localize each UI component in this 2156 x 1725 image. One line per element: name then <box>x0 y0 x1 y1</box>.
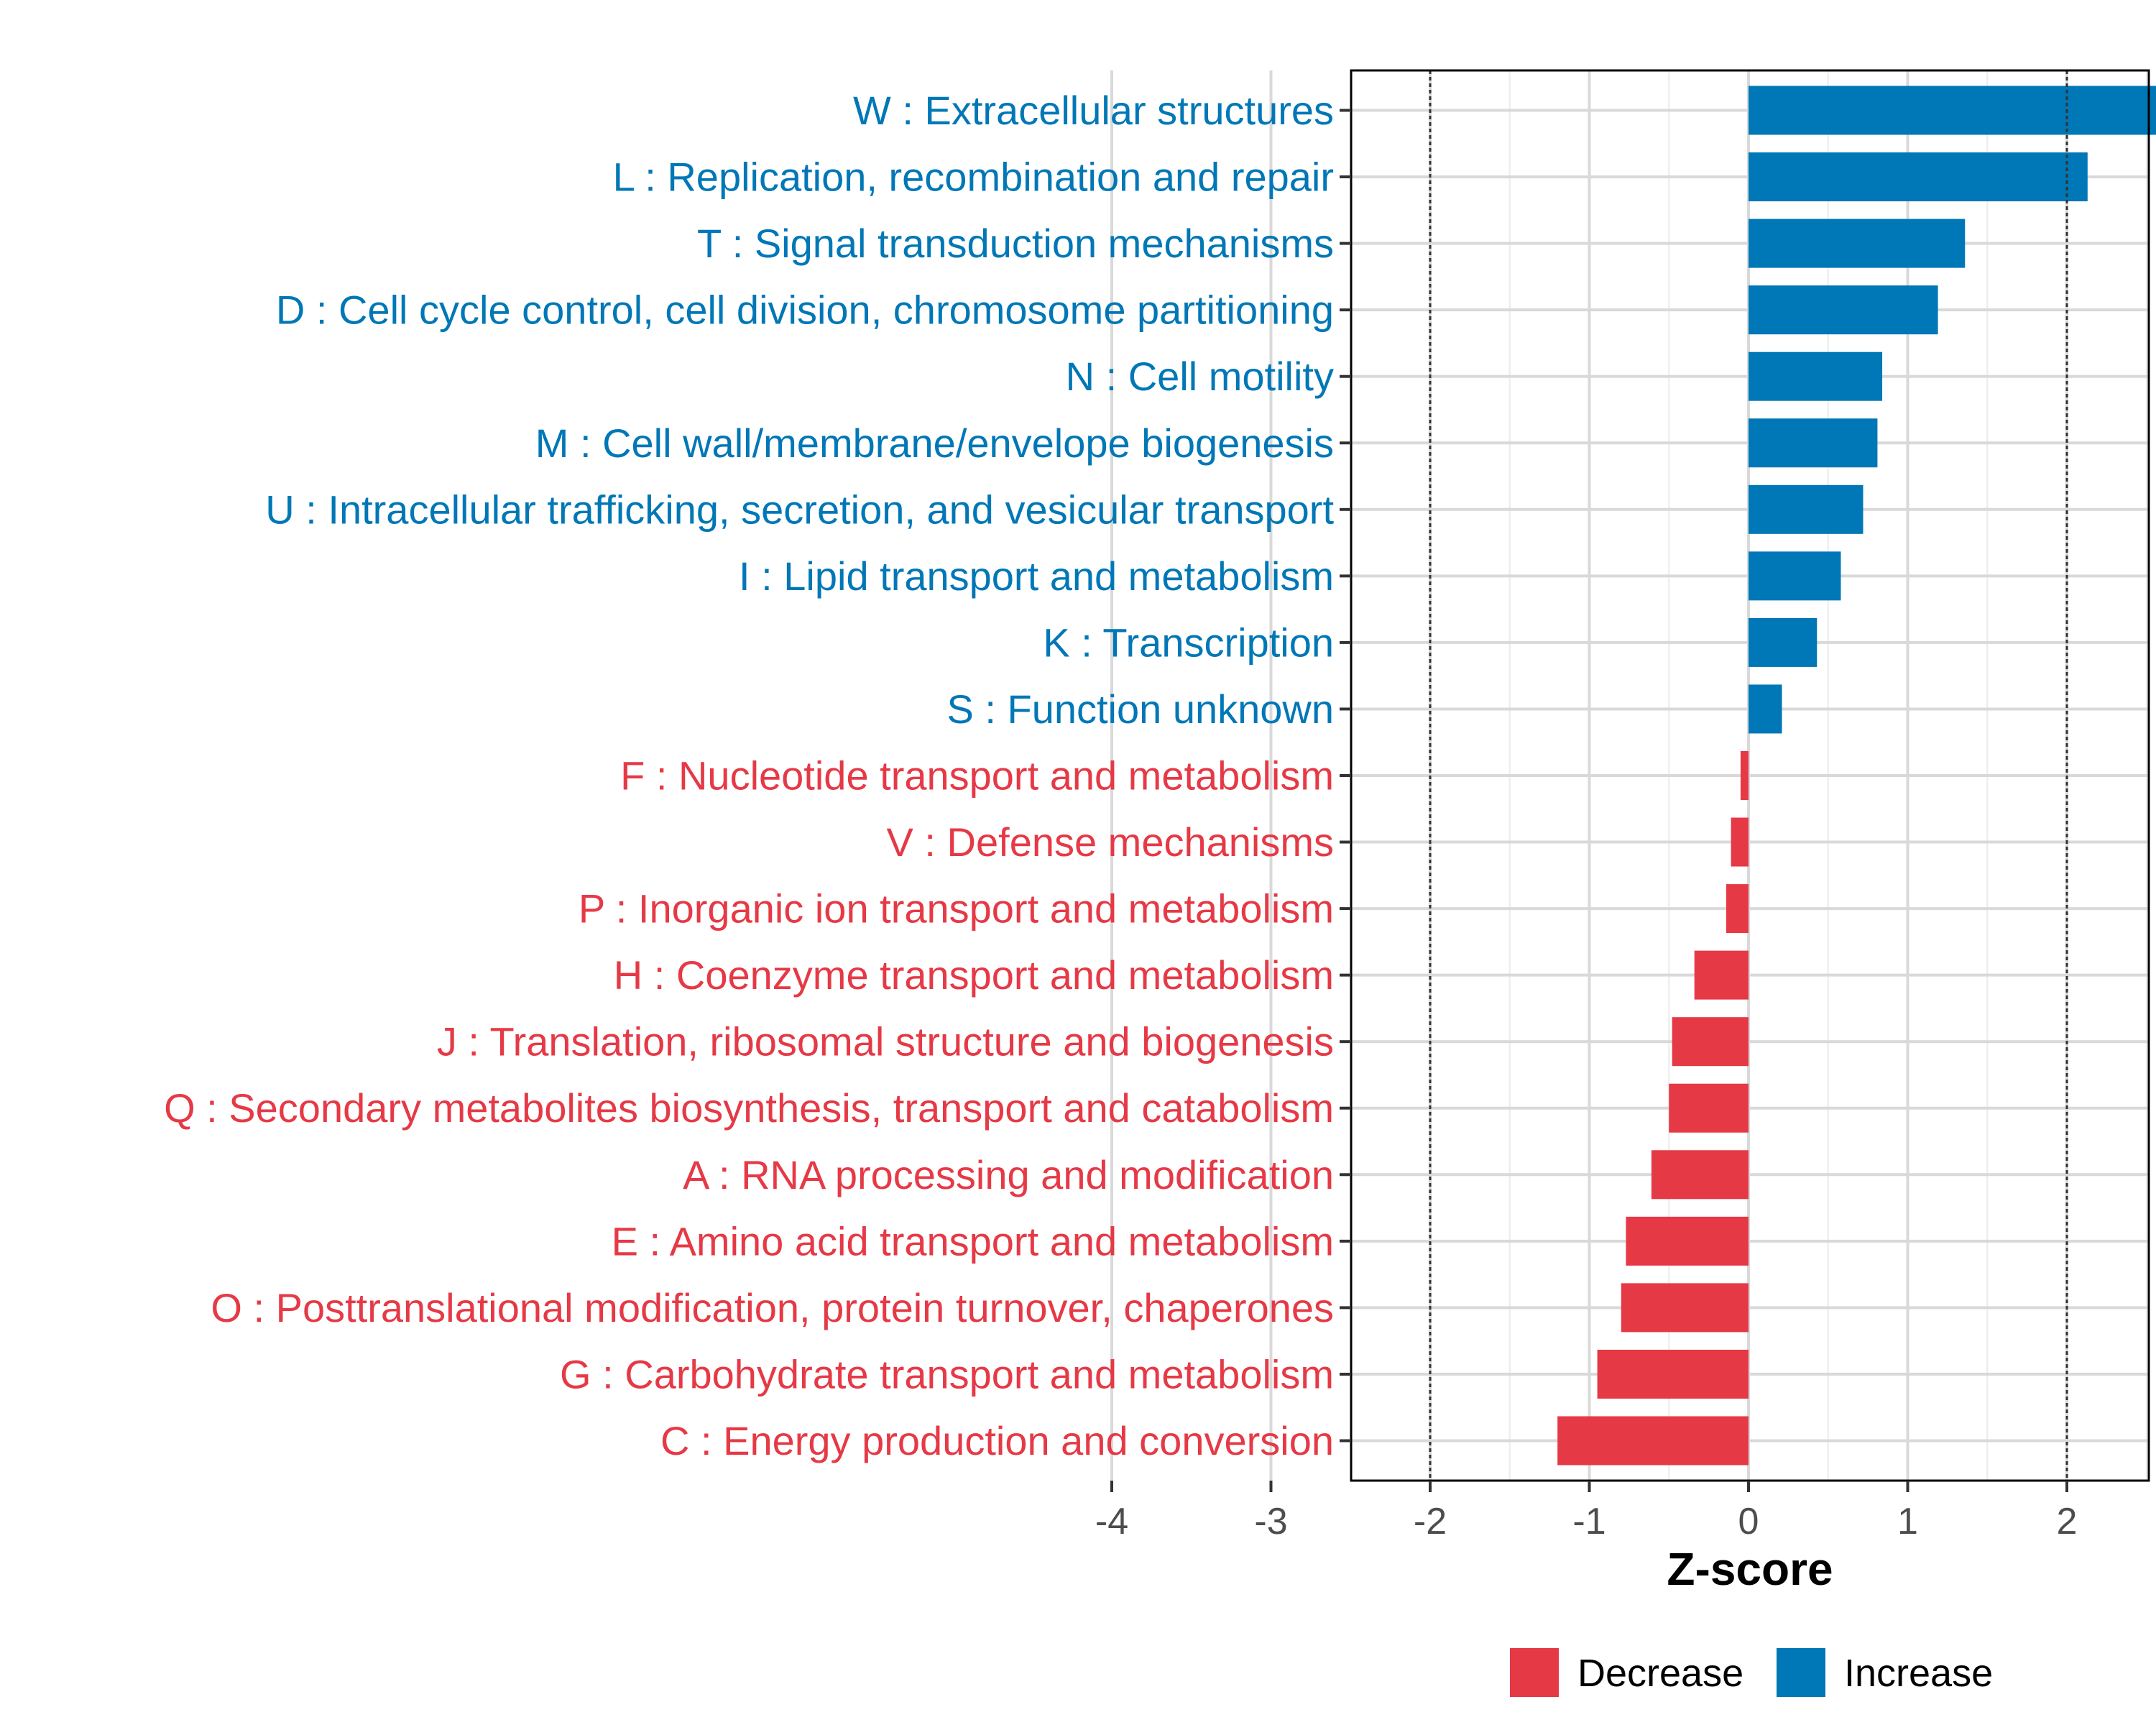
category-label: S : Function unknown <box>946 686 1334 732</box>
bar-j[interactable] <box>1672 1017 1749 1067</box>
category-label: I : Lipid transport and metabolism <box>739 553 1334 599</box>
bar-k[interactable] <box>1749 617 1818 667</box>
bar-t[interactable] <box>1749 218 1966 268</box>
category-label: F : Nucleotide transport and metabolism <box>620 753 1334 799</box>
category-label: M : Cell wall/membrane/envelope biogenes… <box>535 420 1334 466</box>
legend-item-increase[interactable]: Increase <box>1777 1648 1993 1697</box>
legend-swatch <box>1777 1648 1825 1697</box>
reference-lines <box>1429 70 2068 1481</box>
category-label: O : Posttranslational modification, prot… <box>211 1285 1334 1330</box>
category-label: K : Transcription <box>1043 620 1334 665</box>
bar-q[interactable] <box>1669 1083 1749 1133</box>
bar-v[interactable] <box>1731 817 1749 867</box>
bar-m[interactable] <box>1749 418 1878 468</box>
legend[interactable]: Decrease Increase <box>1510 1648 1993 1697</box>
bar-w[interactable] <box>1749 86 2156 135</box>
bar-u[interactable] <box>1749 484 1864 534</box>
bar-i[interactable] <box>1749 551 1841 601</box>
bar-a[interactable] <box>1651 1150 1749 1200</box>
category-label: H : Coenzyme transport and metabolism <box>614 952 1334 998</box>
bar-c[interactable] <box>1557 1416 1749 1466</box>
bar-l[interactable] <box>1749 152 2088 202</box>
x-axis-ticks: -4-3-2-101234 <box>1095 1481 2078 1542</box>
category-label: G : Carbohydrate transport and metabolis… <box>560 1351 1334 1397</box>
bar-d[interactable] <box>1749 285 1938 335</box>
bar-p[interactable] <box>1726 884 1749 934</box>
x-tick-label: 2 <box>2057 1501 2078 1542</box>
bar-g[interactable] <box>1597 1349 1749 1399</box>
x-tick-label: -4 <box>1095 1501 1128 1542</box>
category-label: U : Intracellular trafficking, secretion… <box>265 487 1334 532</box>
category-label: W : Extracellular structures <box>853 88 1334 133</box>
x-tick-label: 1 <box>1897 1501 1918 1542</box>
bar-n[interactable] <box>1749 351 1883 401</box>
category-label: V : Defense mechanisms <box>887 819 1334 865</box>
category-label: P : Inorganic ion transport and metaboli… <box>579 886 1334 932</box>
bar-layer <box>1557 86 2156 1466</box>
bar-o[interactable] <box>1621 1283 1749 1333</box>
legend-label: Increase <box>1844 1652 1993 1695</box>
category-label: E : Amino acid transport and metabolism <box>612 1218 1334 1264</box>
category-label: C : Energy production and conversion <box>660 1418 1334 1463</box>
category-label: L : Replication, recombination and repai… <box>613 155 1334 200</box>
x-tick-label: -1 <box>1572 1501 1606 1542</box>
x-axis-title: Z-score <box>1667 1543 1833 1595</box>
category-label: N : Cell motility <box>1066 354 1334 399</box>
category-label: D : Cell cycle control, cell division, c… <box>276 288 1334 333</box>
y-axis-ticks: W : Extracellular structures L : Replicat… <box>164 88 1351 1463</box>
x-tick-label: -3 <box>1254 1501 1287 1542</box>
category-label: T : Signal transduction mechanisms <box>697 221 1334 266</box>
x-tick-label: 0 <box>1738 1501 1759 1542</box>
legend-swatch <box>1510 1648 1559 1697</box>
bar-h[interactable] <box>1694 950 1749 1000</box>
bar-s[interactable] <box>1749 684 1782 734</box>
category-label: Q : Secondary metabolites biosynthesis, … <box>164 1085 1334 1131</box>
bar-f[interactable] <box>1740 751 1749 800</box>
legend-label: Decrease <box>1577 1652 1743 1695</box>
category-label: A : RNA processing and modification <box>683 1152 1334 1197</box>
x-tick-label: -2 <box>1414 1501 1447 1542</box>
bar-e[interactable] <box>1626 1216 1749 1266</box>
legend-item-decrease[interactable]: Decrease <box>1510 1648 1743 1697</box>
category-label: J : Translation, ribosomal structure and… <box>437 1019 1334 1064</box>
